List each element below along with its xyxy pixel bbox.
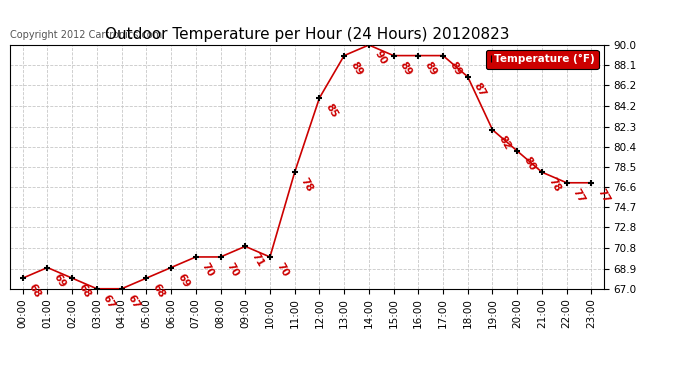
Text: 71: 71 xyxy=(249,251,266,268)
Text: 70: 70 xyxy=(225,261,241,279)
Text: 78: 78 xyxy=(299,176,315,194)
Text: 89: 89 xyxy=(397,60,413,77)
Text: 82: 82 xyxy=(497,134,513,152)
Text: 89: 89 xyxy=(422,60,438,77)
Title: Outdoor Temperature per Hour (24 Hours) 20120823: Outdoor Temperature per Hour (24 Hours) … xyxy=(105,27,509,42)
Text: 85: 85 xyxy=(324,102,339,120)
Text: 80: 80 xyxy=(522,155,538,173)
Text: 68: 68 xyxy=(77,282,92,300)
Text: 70: 70 xyxy=(200,261,216,279)
Text: 67: 67 xyxy=(126,293,141,310)
Text: 78: 78 xyxy=(546,176,562,194)
Text: 69: 69 xyxy=(175,272,191,289)
Text: Copyright 2012 Cartronics.com: Copyright 2012 Cartronics.com xyxy=(10,30,162,40)
Text: 77: 77 xyxy=(571,187,587,205)
Text: 77: 77 xyxy=(595,187,611,205)
Legend: Temperature (°F): Temperature (°F) xyxy=(486,50,598,69)
Text: 90: 90 xyxy=(373,49,389,67)
Text: 68: 68 xyxy=(27,282,43,300)
Text: 67: 67 xyxy=(101,293,117,310)
Text: 89: 89 xyxy=(348,60,364,77)
Text: 89: 89 xyxy=(447,60,463,77)
Text: 70: 70 xyxy=(274,261,290,279)
Text: 69: 69 xyxy=(52,272,68,289)
Text: 87: 87 xyxy=(472,81,488,99)
Text: 68: 68 xyxy=(150,282,166,300)
